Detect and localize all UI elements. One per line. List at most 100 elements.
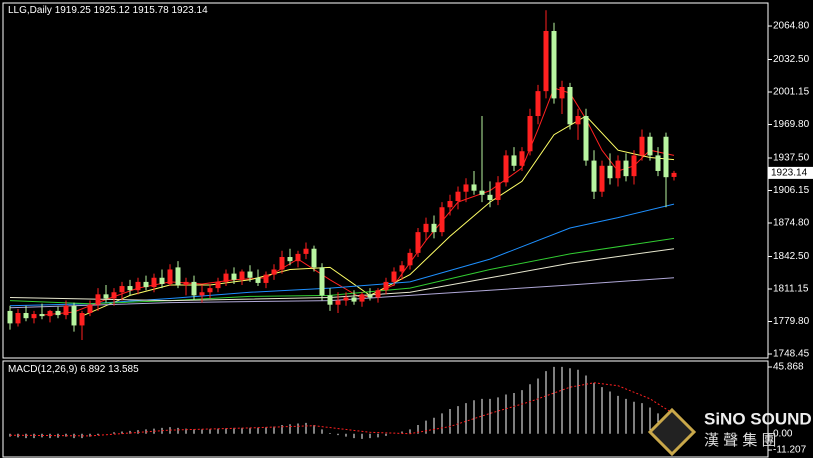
candle-body	[39, 314, 45, 317]
candle-body	[415, 232, 421, 253]
y-tick-label: -11.207	[773, 445, 807, 456]
low-value: 1915.78	[133, 5, 170, 16]
candle-body	[575, 116, 581, 125]
y-tick-label: 1748.45	[773, 349, 810, 360]
last-price-label: 1923.14	[771, 168, 808, 179]
candle-body	[519, 151, 525, 166]
candle-body	[175, 267, 181, 286]
candle-body	[327, 295, 333, 305]
candle-body	[535, 91, 541, 117]
price-header: LLG,Daily 1919.25 1925.12 1915.78 1923.1…	[8, 5, 208, 16]
candle-body	[215, 281, 221, 289]
y-tick-label: 0.00	[773, 428, 793, 439]
candle-body	[295, 253, 301, 262]
candle-body	[343, 297, 349, 301]
candle-body	[423, 223, 429, 233]
candle-body	[95, 294, 101, 305]
candle-body	[199, 292, 205, 296]
candle-body	[671, 172, 677, 177]
candle-body	[487, 194, 493, 200]
candle-body	[463, 184, 469, 192]
macd-panel-frame	[2, 360, 769, 458]
candle-body	[367, 294, 373, 298]
candle-body	[639, 136, 645, 156]
candle-body	[447, 201, 453, 208]
candle-body	[71, 305, 77, 326]
moving-average-line	[9, 237, 675, 305]
moving-average-line	[9, 277, 675, 309]
candle-body	[511, 155, 517, 166]
candle-body	[79, 313, 85, 326]
candle-body	[239, 271, 245, 280]
candle-body	[159, 277, 165, 284]
candle-body	[439, 207, 445, 233]
y-tick-label: 1906.15	[773, 185, 810, 196]
candle-body	[615, 160, 621, 179]
y-tick-label: 1842.50	[773, 251, 810, 262]
candle-body	[247, 271, 253, 278]
candle-body	[551, 30, 557, 99]
candle-body	[7, 310, 13, 324]
candle-body	[47, 310, 53, 317]
signal-line	[9, 382, 675, 437]
candle-body	[167, 269, 173, 284]
candle-body	[631, 155, 637, 177]
high-value: 1925.12	[94, 5, 131, 16]
y-tick-label: 2032.50	[773, 54, 810, 65]
moving-average-line	[9, 203, 675, 307]
candle-body	[287, 257, 293, 262]
candle-body	[663, 136, 669, 178]
price-panel-frame	[2, 2, 769, 359]
open-value: 1919.25	[55, 5, 92, 16]
candle-body	[527, 116, 533, 152]
candle-body	[591, 160, 597, 192]
candle-body	[391, 271, 397, 282]
candle-body	[383, 281, 389, 291]
candle-body	[87, 304, 93, 314]
candle-body	[407, 252, 413, 266]
watermark: SiNO SOUND 漢 聲 集 團	[647, 407, 812, 457]
y-tick-label: 2001.15	[773, 87, 810, 98]
candle-body	[255, 277, 261, 283]
candle-body	[143, 281, 149, 288]
candle-body	[119, 286, 125, 293]
candle-body	[655, 155, 661, 171]
candle-body	[303, 248, 309, 254]
y-tick-label: 1779.80	[773, 316, 810, 327]
candle-body	[223, 273, 229, 282]
candle-body	[479, 190, 485, 195]
candle-body	[359, 294, 365, 302]
candle-body	[231, 273, 237, 280]
candle-body	[55, 310, 61, 316]
candle-body	[335, 300, 341, 305]
candle-body	[31, 314, 37, 319]
candle-body	[495, 182, 501, 200]
candle-body	[607, 165, 613, 179]
y-tick-label: 45.868	[773, 362, 804, 373]
candle-body	[567, 86, 573, 125]
candle-body	[599, 165, 605, 192]
macd-value: 6.892	[80, 364, 105, 375]
candle-body	[375, 290, 381, 298]
candle-body	[263, 274, 269, 283]
y-tick-label: 1811.15	[773, 284, 809, 295]
signal-value: 13.585	[108, 364, 139, 375]
y-tick-label: 1937.50	[773, 153, 810, 164]
candle-body	[127, 286, 133, 291]
candle-body	[151, 277, 157, 288]
macd-title: MACD(12,26,9)	[8, 364, 77, 375]
watermark-chinese: 漢 聲 集 團	[704, 432, 777, 449]
last-price-box	[768, 166, 813, 179]
candle-body	[63, 305, 69, 316]
symbol-title: LLG,Daily	[8, 5, 52, 16]
candle-body	[23, 313, 29, 319]
candle-body	[135, 281, 141, 291]
close-value: 1923.14	[172, 5, 209, 16]
candle-body	[543, 30, 549, 92]
candle-body	[207, 288, 213, 293]
candle-body	[271, 269, 277, 275]
y-tick-label: 2064.80	[773, 21, 810, 32]
candle-body	[311, 248, 317, 268]
candle-body	[559, 86, 565, 99]
